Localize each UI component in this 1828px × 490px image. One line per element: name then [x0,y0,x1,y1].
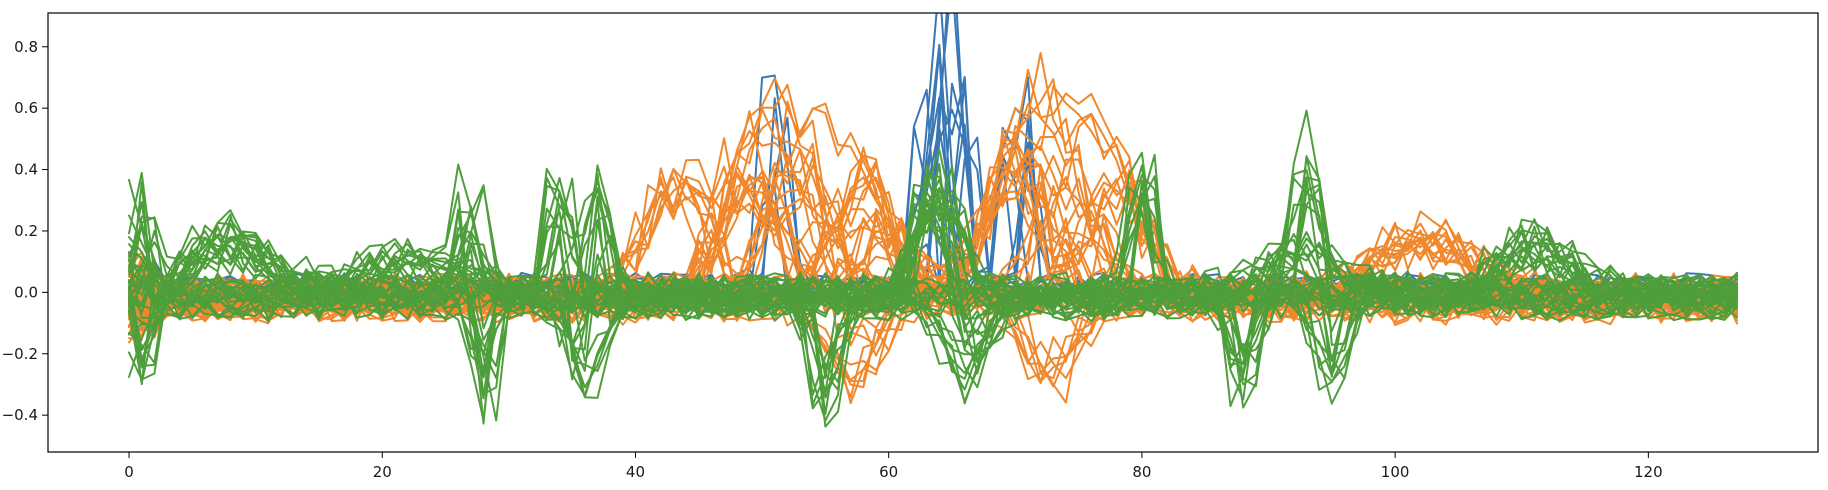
x-tick-label: 80 [1132,463,1151,481]
plot-frame [47,12,1819,453]
y-tick-label: −0.2 [2,345,38,363]
x-tick-label: 100 [1381,463,1410,481]
y-axis: −0.4 −0.2 0.0 0.2 0.4 0.6 0.8 [2,38,48,424]
plot-lines [128,13,1738,428]
series-line [128,164,1738,396]
series-line [128,138,1738,323]
x-tick-label: 60 [879,463,898,481]
series-line [128,154,1738,321]
y-tick-label: −0.4 [2,406,38,424]
x-axis: 0 20 40 60 80 100 120 [124,452,1663,481]
y-tick-label: 0.8 [14,38,38,56]
series-line [128,209,1738,425]
y-tick-label: 0.4 [14,161,38,179]
y-tick-label: 0.0 [14,283,38,301]
series-line [128,109,1738,346]
series-line [128,171,1738,407]
y-tick-label: 0.6 [14,99,38,117]
series-line [128,130,1738,357]
y-tick-label: 0.2 [14,222,38,240]
series-line [128,183,1738,395]
series-line [128,153,1738,379]
x-tick-label: 20 [373,463,392,481]
x-tick-label: 120 [1634,463,1663,481]
series-line [128,164,1738,422]
series-line [128,167,1738,363]
x-tick-label: 40 [626,463,645,481]
x-tick-label: 0 [124,463,134,481]
